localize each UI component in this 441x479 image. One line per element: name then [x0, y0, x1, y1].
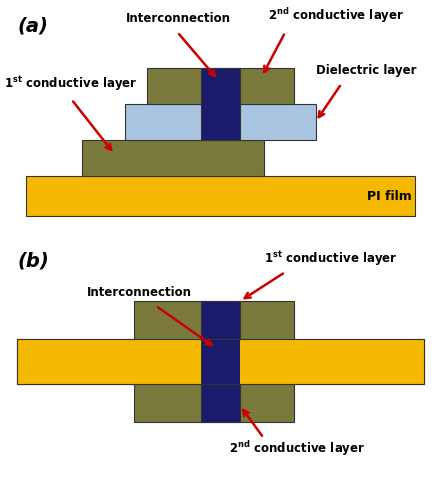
Bar [134, 384, 294, 422]
Bar [125, 104, 316, 140]
Text: Interconnection: Interconnection [86, 286, 191, 299]
Bar [17, 339, 424, 384]
Bar [201, 68, 240, 140]
Text: PI film: PI film [367, 190, 412, 204]
Text: Dielectric layer: Dielectric layer [316, 64, 416, 77]
Text: 2$^{\mathregular{nd}}$ conductive layer: 2$^{\mathregular{nd}}$ conductive layer [268, 6, 404, 25]
Text: 1$^{\mathregular{st}}$ conductive layer: 1$^{\mathregular{st}}$ conductive layer [4, 74, 138, 92]
Text: (b): (b) [17, 252, 49, 271]
Bar [201, 301, 240, 422]
Bar [240, 339, 424, 384]
Bar [134, 301, 294, 339]
Bar [82, 140, 264, 176]
Bar [147, 68, 294, 104]
Bar [17, 339, 201, 384]
Text: 2$^{\mathregular{nd}}$ conductive layer: 2$^{\mathregular{nd}}$ conductive layer [229, 439, 366, 458]
Bar [17, 339, 424, 384]
Text: Interconnection: Interconnection [125, 12, 230, 25]
Bar [26, 176, 415, 216]
Text: 1$^{\mathregular{st}}$ conductive layer: 1$^{\mathregular{st}}$ conductive layer [264, 249, 397, 268]
Text: (a): (a) [17, 16, 48, 35]
Text: PI film: PI film [333, 355, 377, 368]
